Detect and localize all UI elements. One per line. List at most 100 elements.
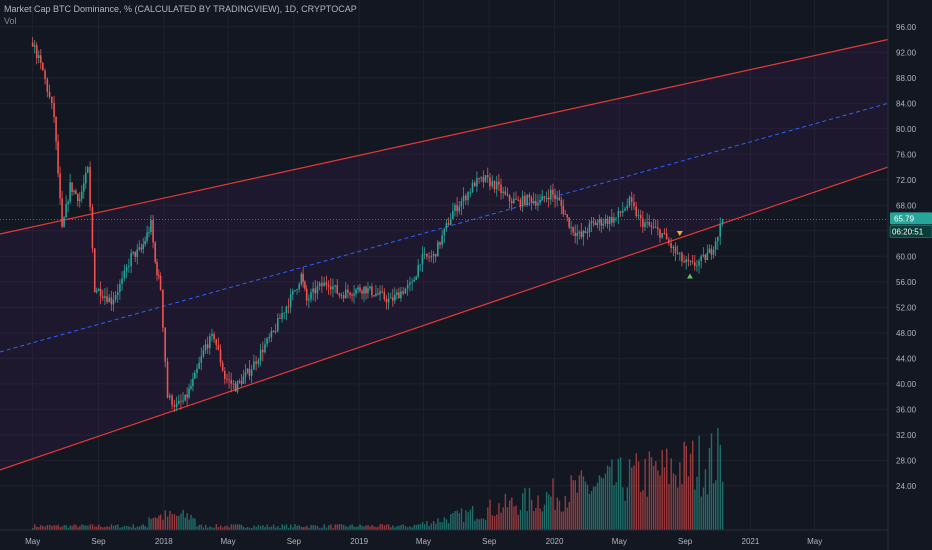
volume-bar [298, 525, 301, 530]
candle-body [423, 253, 426, 255]
candle-body [678, 252, 681, 254]
candlestick-series[interactable] [31, 37, 724, 412]
candle-body [545, 197, 548, 199]
candle-body [142, 244, 145, 250]
candle-body [521, 195, 524, 207]
candle-body [325, 282, 328, 286]
candle-body [683, 261, 685, 263]
volume-bar [363, 526, 365, 530]
candle-body [572, 226, 574, 233]
candle-body [668, 239, 670, 243]
y-tick-label: 32.00 [896, 431, 917, 440]
buy-signal-marker[interactable] [686, 273, 693, 279]
y-tick-label: 44.00 [896, 354, 917, 363]
volume-bar [462, 522, 465, 530]
volume-bar [592, 486, 595, 530]
candle-body [230, 380, 233, 384]
candle-body [486, 175, 489, 178]
candle-body [613, 217, 615, 223]
volume-bar [89, 524, 91, 530]
volume-bar [108, 526, 110, 530]
channel-lower-line[interactable] [0, 166, 889, 471]
volume-bar [385, 524, 388, 530]
candle-body [264, 344, 266, 353]
candle-body [108, 297, 110, 303]
volume-bar [182, 509, 184, 530]
candle-body [57, 141, 59, 174]
candle-body [89, 167, 91, 208]
volume-bar [560, 511, 563, 530]
y-tick-label: 36.00 [896, 405, 917, 414]
candle-body [482, 177, 485, 182]
volume-bar [502, 507, 504, 530]
candle-body [213, 333, 215, 340]
candle-body [67, 201, 69, 204]
candle-body [77, 194, 79, 202]
candle-body [144, 240, 146, 245]
x-axis[interactable]: May Sep 2018 May Sep 2019 May Sep 2020 May Sep 2021… [25, 537, 822, 546]
volume-bar [112, 525, 115, 530]
volume-bar [198, 524, 200, 530]
candle-body [305, 288, 308, 301]
candle-body [369, 286, 371, 289]
candle-body [318, 282, 321, 287]
x-tick-label: May [612, 537, 627, 546]
volume-bar [526, 511, 528, 530]
y-axis[interactable]: 96.00 92.00 88.00 84.00 80.00 76.00 72.00 68.00… [896, 23, 917, 491]
volume-bar [323, 524, 325, 530]
candle-body [304, 281, 306, 289]
volume-bar [685, 445, 688, 530]
candle-body [708, 248, 711, 253]
candle-body [316, 286, 319, 294]
volume-bar [615, 482, 617, 530]
candle-body [296, 289, 298, 291]
volume-bar [646, 496, 648, 530]
sell-signal-marker[interactable] [676, 230, 683, 236]
volume-bar [417, 524, 419, 530]
volume-bar [543, 504, 546, 530]
volume-bar [474, 520, 476, 530]
volume-bar [600, 477, 603, 530]
candle-body [154, 242, 157, 262]
candle-body [411, 281, 413, 283]
y-tick-label: 68.00 [896, 201, 917, 210]
candle-body [473, 182, 476, 187]
volume-bar [439, 522, 441, 530]
candle-body [398, 292, 400, 299]
volume-bar [484, 519, 487, 530]
candle-body [619, 211, 622, 213]
volume-bar [106, 526, 108, 530]
y-tick-label: 72.00 [896, 176, 917, 185]
volume-bar [480, 518, 483, 530]
volume-bar [554, 509, 556, 530]
candle-body [471, 182, 474, 192]
channel-upper-line[interactable] [0, 38, 889, 235]
candle-body [302, 273, 304, 282]
candle-body [592, 221, 595, 223]
candle-body [519, 199, 522, 207]
volume-bar [398, 525, 400, 530]
volume-bar [115, 525, 117, 530]
candle-body [719, 223, 721, 237]
volume-bar [465, 510, 467, 530]
candle-body [33, 45, 36, 47]
candle-body [504, 191, 507, 195]
candle-body [342, 295, 345, 299]
volume-bar [496, 514, 498, 530]
volume-bar [659, 475, 661, 530]
candle-body [586, 232, 589, 234]
candle-body [691, 261, 694, 263]
candle-body [323, 282, 325, 287]
candle-body [445, 223, 448, 229]
candle-body [84, 172, 87, 184]
volume-bar [489, 499, 491, 530]
volume-bar [681, 484, 683, 530]
volume-bar [539, 508, 541, 530]
volume-bar [316, 526, 319, 530]
volume-bar [328, 525, 330, 530]
candle-body [340, 295, 343, 297]
volume-bar [515, 505, 517, 530]
volume-bar [246, 527, 249, 530]
volume-bar [715, 480, 717, 530]
